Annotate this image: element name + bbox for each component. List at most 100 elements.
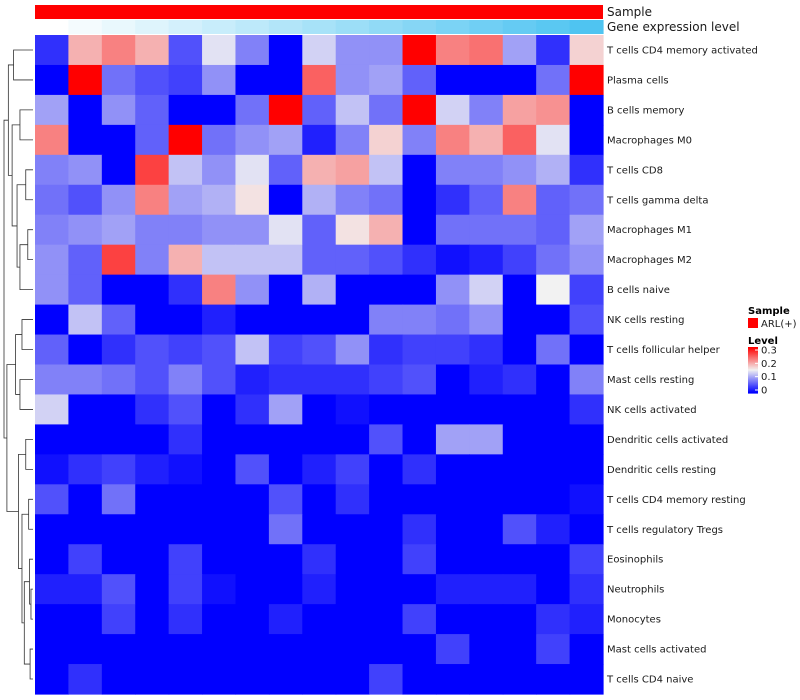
heatmap-cell [168,274,203,306]
heatmap-cell [35,274,70,306]
heatmap-cell [502,664,537,695]
heatmap-cell [469,304,504,336]
dendrogram-branch [25,438,33,470]
dendrogram-branch [27,229,33,261]
legend-level-gradient-step [748,391,758,394]
legend-level-gradient-step [748,387,758,389]
heatmap-cell [35,424,70,455]
heatmap-cell [402,154,437,186]
legend-level-gradient-step [748,371,758,373]
heatmap-cell [469,574,504,605]
heatmap-cell [369,394,404,426]
heatmap-cell [135,184,170,216]
legend-level-gradient-step [748,384,758,387]
row-label: T cells regulatory Tregs [606,525,723,536]
heatmap-cell [35,394,70,426]
heatmap-cell [435,64,470,96]
heatmap-cell [302,604,337,635]
heatmap-cell [469,664,504,695]
row-label: T cells gamma delta [606,195,708,206]
heatmap-cell [335,244,370,276]
heatmap-cell [536,484,571,515]
heatmap-cell [536,514,571,545]
heatmap-cell [235,604,270,635]
heatmap-cell [68,334,103,366]
heatmap-cell [35,574,70,605]
heatmap-cell [302,544,337,575]
heatmap-cell [202,544,237,575]
heatmap-cell [502,394,537,426]
heatmap-cell [101,334,136,366]
heatmap-cell [502,574,537,605]
heatmap-cell [536,604,571,635]
heatmap-cell [302,304,337,336]
heatmap-cell [202,274,237,306]
heatmap-cell [202,454,237,485]
heatmap-cell [135,35,170,66]
heatmap-cell [569,184,604,216]
legend-level-gradient-step [748,357,758,360]
heatmap-cell [235,634,270,665]
legend-level-gradient-step [748,366,758,369]
heatmap-cell [335,424,370,455]
heatmap-cell [135,304,170,336]
expression-annotation-cell [35,20,70,34]
heatmap-cell [202,154,237,186]
heatmap-cell [168,184,203,216]
heatmap-cell [369,244,404,276]
legend-level-gradient-step [748,378,758,380]
heatmap-cell [435,424,470,455]
heatmap-cell [536,424,571,455]
heatmap-cell [569,94,604,126]
heatmap-cell [235,124,270,156]
heatmap-cell [101,484,136,515]
legend-level-gradient-step [748,352,758,355]
dendrogram-branch [21,513,29,624]
heatmap-cell [135,574,170,605]
dendrogram-branch [15,334,22,395]
heatmap-cell [536,394,571,426]
expression-annotation-cell [469,20,504,34]
heatmap-cell [235,394,270,426]
heatmap-cell [168,154,203,186]
heatmap-cell [435,124,470,156]
heatmap-cell [235,454,270,485]
heatmap-cell [569,574,604,605]
heatmap-cell [435,214,470,246]
legend-sample-label: ARL(+) [761,319,797,330]
heatmap-cell [302,394,337,426]
heatmap-cell [101,364,136,396]
legend-level-gradient-step [748,373,758,376]
heatmap-cell [335,184,370,216]
heatmap-cell [101,244,136,276]
heatmap-cell [68,304,103,336]
heatmap-cell [569,664,604,695]
heatmap-cell [335,664,370,695]
heatmap-cell [469,424,504,455]
legend-sample-title: Sample [748,306,790,317]
heatmap-cell [202,334,237,366]
expression-annotation-cell [502,20,537,34]
heatmap-cell [101,664,136,695]
row-label: B cells naive [607,285,670,296]
heatmap-cell [302,484,337,515]
heatmap-cell [68,574,103,605]
heatmap-cell [35,214,70,246]
heatmap-cell [435,334,470,366]
heatmap-cell [402,364,437,396]
heatmap-cell [101,124,136,156]
heatmap-cell [135,274,170,306]
heatmap-cell [202,634,237,665]
heatmap-cell [168,94,203,126]
legend-level-gradient-step [748,390,758,393]
heatmap-cell [35,514,70,545]
heatmap-cell [569,604,604,635]
legend-level-gradient-step [748,365,758,368]
heatmap-cell [536,154,571,186]
heatmap-cell [402,94,437,126]
heatmap-cell [202,364,237,396]
heatmap-cell [268,634,303,665]
heatmap-cell [302,124,337,156]
heatmap-cell [469,334,504,366]
